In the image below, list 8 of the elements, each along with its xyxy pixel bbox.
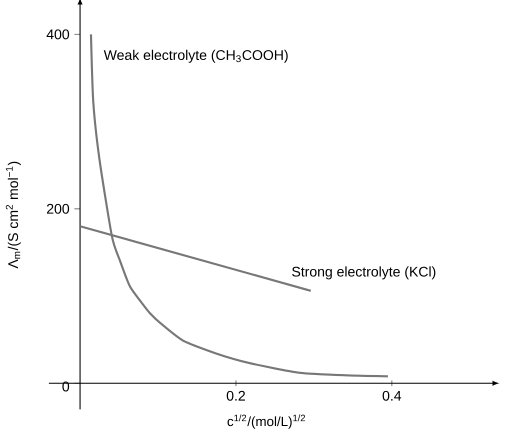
y-axis-title: Λ$_{m}$/(S cm$^{2}$ mol$^{−1}$) [6, 162, 21, 268]
x-tick-label: 0.2 [226, 390, 245, 401]
y-tick-label: 200 [46, 204, 70, 214]
x-tick-label: 0.4 [382, 390, 402, 401]
series-label: Strong electrolyte (KCl) [292, 266, 436, 280]
series-label: Weak electrolyte (CH$_{3}$COOH) [104, 50, 288, 63]
x-axis-title: c$^{1/2}$/(mol/L)$^{1/2}$ [228, 414, 306, 429]
y-tick-label: 400 [46, 29, 70, 40]
